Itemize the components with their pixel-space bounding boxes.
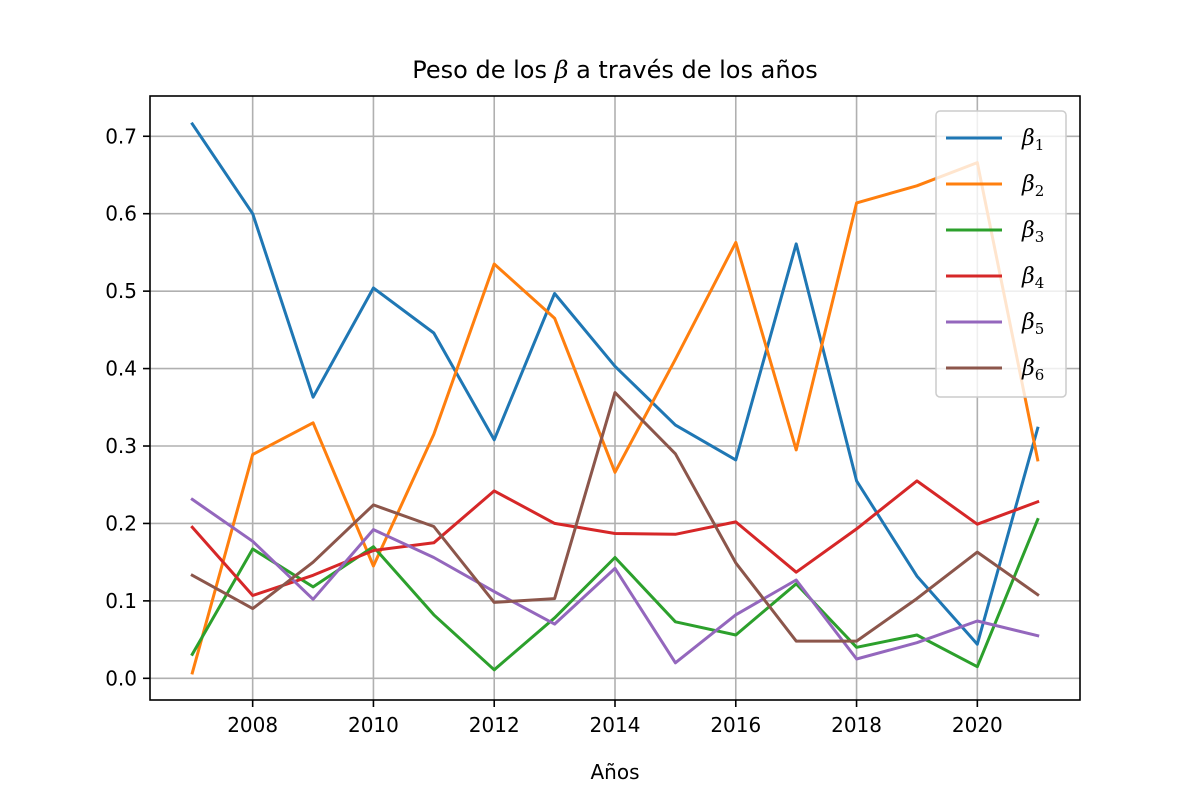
x-tick-label: 2008 <box>227 713 278 737</box>
y-tick-label: 0.4 <box>105 357 137 381</box>
legend-label-beta-2: β2 <box>1021 172 1044 200</box>
legend-label-beta-3: β3 <box>1021 218 1044 246</box>
y-tick-label: 0.1 <box>105 589 137 613</box>
legend-label-beta-5: β5 <box>1021 310 1044 338</box>
legend: β1 β2 β3 β4 β5 β6 <box>935 110 1067 398</box>
x-tick-label: 2012 <box>469 713 520 737</box>
y-tick-label: 0.7 <box>105 124 137 148</box>
series-line-beta-5 <box>190 497 1040 665</box>
y-tick-label: 0.3 <box>105 434 137 458</box>
x-tick-label: 2018 <box>831 713 882 737</box>
series-line-beta-1 <box>190 121 1040 646</box>
series-lines <box>190 121 1040 675</box>
y-tick-label: 0.6 <box>105 202 137 226</box>
y-tick-label: 0.2 <box>105 511 137 535</box>
legend-label-beta-6: β6 <box>1021 356 1044 384</box>
legend-label-beta-1: β1 <box>1021 126 1044 154</box>
legend-label-beta-4: β4 <box>1021 264 1044 292</box>
series-line-beta-6 <box>190 391 1040 643</box>
y-tick-label: 0.5 <box>105 279 137 303</box>
series-line-beta-4 <box>190 479 1040 597</box>
y-tick-label: 0.0 <box>105 666 137 690</box>
x-tick-label: 2010 <box>348 713 399 737</box>
x-axis-title: Años <box>590 760 639 784</box>
x-tick-label: 2020 <box>952 713 1003 737</box>
axis-ticks: 2008 2010 2012 2014 2016 2018 2020 0.0 0.1 0.2 0.3… <box>105 124 1003 737</box>
x-tick-label: 2016 <box>710 713 761 737</box>
series-line-beta-3 <box>190 517 1040 672</box>
series-line-beta-2 <box>190 161 1040 675</box>
chart-title: Peso de los β a través de los años <box>412 56 817 84</box>
legend-frame <box>935 110 1067 398</box>
x-tick-label: 2014 <box>590 713 641 737</box>
